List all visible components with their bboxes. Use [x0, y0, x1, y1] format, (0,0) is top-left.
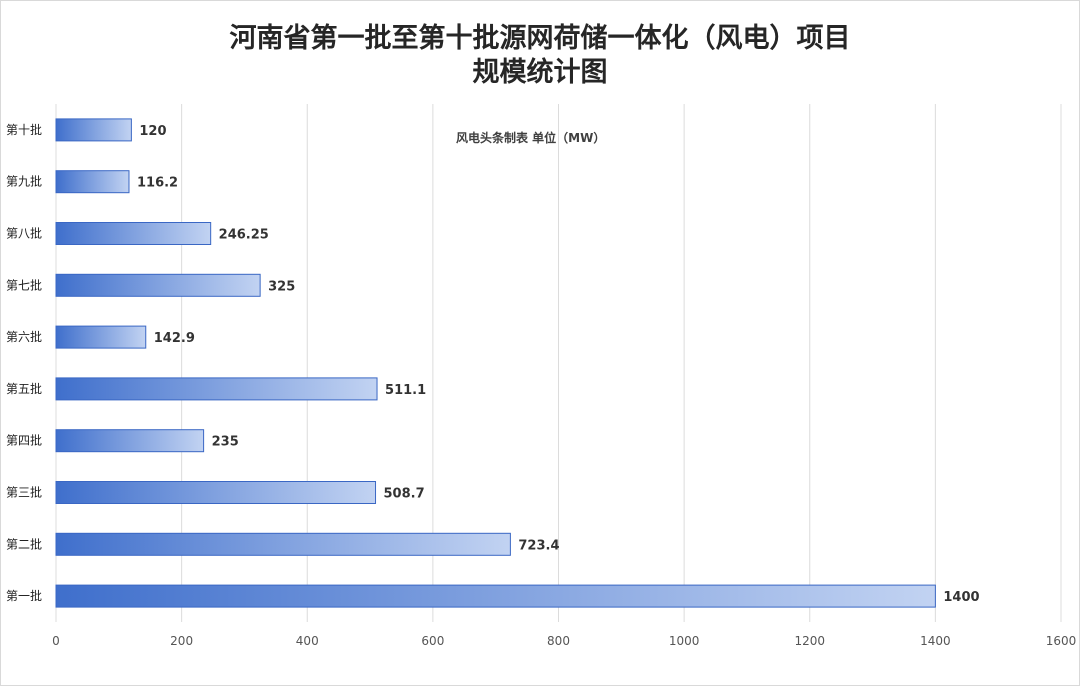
chart-title-line1: 河南省第一批至第十批源网荷储一体化（风电）项目 [229, 23, 851, 54]
x-tick-label: 0 [52, 634, 60, 648]
bar [55, 481, 377, 504]
data-label: 1400 [943, 590, 979, 605]
x-tick-label: 1200 [794, 634, 825, 648]
bar [55, 532, 511, 556]
chart-title: 河南省第一批至第十批源网荷储一体化（风电）项目 规模统计图 [0, 22, 1080, 90]
data-label: 723.4 [518, 538, 559, 553]
data-label: 142.9 [154, 331, 195, 346]
category-label: 第五批 [6, 381, 42, 396]
data-label: 116.2 [137, 176, 178, 191]
data-label: 508.7 [384, 487, 425, 502]
data-label: 235 [212, 435, 239, 450]
x-tick-label: 1600 [1046, 634, 1077, 648]
value-labels: 120 116.2 246.25 325 142.9 511.1 235 508.7 723.4… [137, 124, 980, 605]
category-label: 第一批 [6, 588, 42, 603]
source-unit-note: 风电头条制表 单位（MW） [456, 131, 606, 145]
x-tick-label: 200 [170, 634, 193, 648]
x-tick-label: 800 [547, 634, 570, 648]
category-label: 第七批 [6, 277, 42, 292]
data-label: 511.1 [385, 383, 426, 398]
bar [55, 222, 212, 245]
category-label: 第三批 [6, 485, 42, 500]
x-tick-label: 400 [296, 634, 319, 648]
data-label: 120 [139, 124, 166, 139]
bar [55, 170, 130, 194]
category-label: 第九批 [6, 174, 42, 189]
data-label: 246.25 [219, 228, 269, 243]
bars [55, 118, 936, 608]
category-label: 第十批 [6, 122, 42, 137]
bar [55, 273, 261, 297]
bar [55, 429, 205, 453]
data-label: 325 [268, 279, 295, 294]
category-label: 第二批 [6, 536, 42, 551]
chart-title-line2: 规模统计图 [472, 57, 608, 88]
bar [55, 584, 936, 608]
bar [55, 377, 378, 401]
category-label: 第六批 [6, 329, 42, 344]
category-label: 第四批 [6, 433, 42, 448]
bar [55, 325, 147, 349]
category-label: 第八批 [6, 226, 42, 241]
bar [55, 118, 132, 142]
x-tick-label: 1000 [669, 634, 700, 648]
x-tick-label: 1400 [920, 634, 951, 648]
x-axis-ticks: 0 200 400 600 800 1000 1200 1400 1600 [52, 634, 1076, 648]
x-tick-label: 600 [421, 634, 444, 648]
